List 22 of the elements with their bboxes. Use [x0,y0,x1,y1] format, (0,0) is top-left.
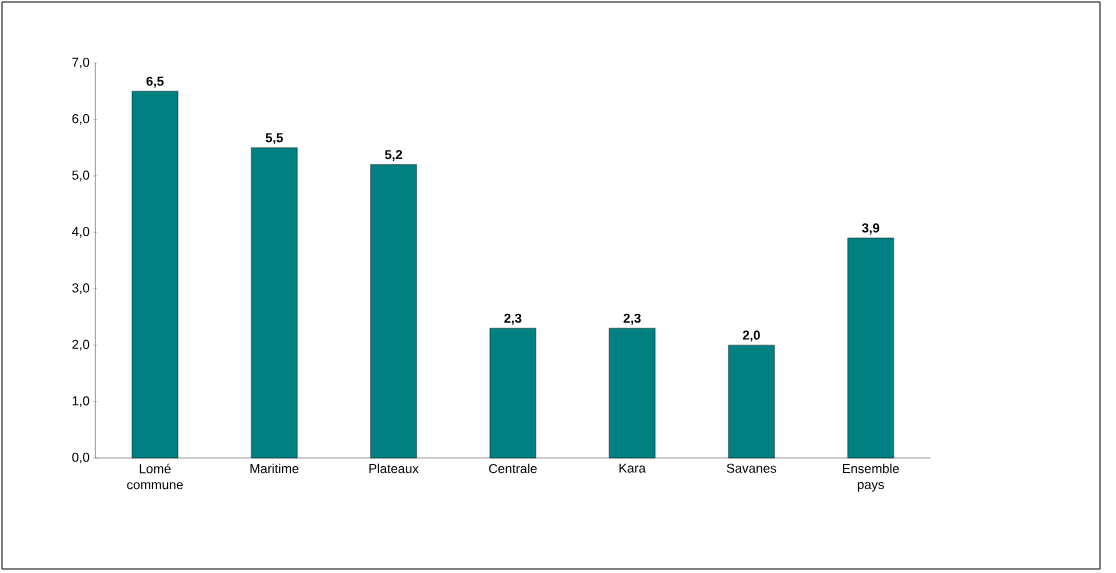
x-tick-label: Centrale [489,463,537,474]
data-label: 5,2 [384,150,403,162]
data-label: 2,3 [504,313,522,325]
y-tick-label: 1,0 [72,396,90,407]
data-label: 6,5 [146,76,164,88]
data-label: 5,5 [265,133,283,145]
data-label: 3,9 [862,223,880,235]
data-label: 2,0 [742,330,760,342]
y-tick-label: 2,0 [72,339,90,351]
y-tick-label: 0,0 [72,452,90,464]
x-tick-label: Lomé commune [127,463,183,490]
y-tick-label: 4,0 [72,226,90,238]
x-tick-label: Kara [619,463,646,473]
y-tick-label: 6,0 [72,114,90,125]
y-tick-label: 7,0 [72,57,90,69]
x-tick-label: Plateaux [369,463,419,474]
x-tick-label: Savanes [726,463,777,473]
y-tick-label: 5,0 [72,170,90,182]
x-tick-label: Maritime [250,463,299,474]
data-label: 2,3 [623,313,641,325]
x-tick-label: Ensemble pays [842,463,899,492]
y-tick-label: 3,0 [72,283,90,295]
